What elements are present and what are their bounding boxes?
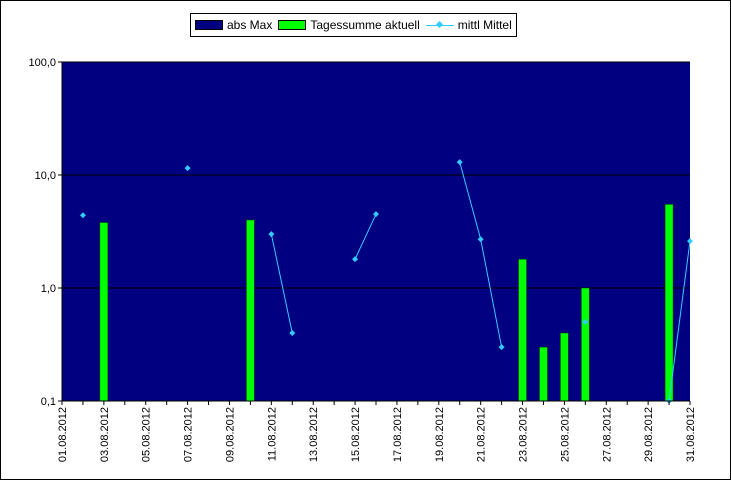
area-series-abs-max [62,62,690,401]
marker-mittl-mittel-25 [582,319,589,326]
marker-mittl-mittel-20 [477,236,484,243]
legend-item-tagessumme: Tagessumme aktuell [278,18,420,32]
x-tick-label-9: 19.08.2012 [434,407,446,462]
bar-tagessumme-9 [246,219,255,402]
bar-tagessumme-25 [581,287,590,402]
marker-mittl-mittel-14 [352,256,359,263]
x-tick-label-11: 23.08.2012 [518,407,530,462]
x-tick-label-0: 01.08.2012 [57,407,69,462]
bar-tagessumme-24 [560,332,569,402]
line-mittl-mittel-segment-1 [354,213,377,260]
x-tick-label-3: 07.08.2012 [183,407,195,462]
marker-mittl-mittel-6 [184,165,191,172]
legend-item-mittl-mittel: mittl Mittel [425,18,512,32]
x-tick-label-8: 17.08.2012 [392,407,404,462]
marker-mittl-mittel-15 [373,211,379,218]
x-tick-label-2: 05.08.2012 [141,407,153,462]
x-tick-label-1: 03.08.2012 [99,407,111,462]
bar-tagessumme-23 [539,346,548,402]
legend-swatch-line [425,20,454,30]
line-mittl-mittel-segment-3 [668,241,691,402]
y-tick-label-0: 0,1 [41,396,56,408]
x-tick-label-15: 31.08.2012 [685,407,697,462]
x-tick-label-5: 11.08.2012 [266,407,278,461]
line-mittl-mittel-segment-0 [270,233,293,334]
marker-mittl-mittel-30 [687,238,693,245]
x-tick-label-4: 09.08.2012 [224,407,236,462]
legend: abs Max Tagessumme aktuell mittl Mittel [190,13,517,37]
x-tick-label-13: 27.08.2012 [601,407,613,462]
x-tick-label-10: 21.08.2012 [476,407,488,462]
y-tick-label-1: 1,0 [41,283,56,295]
marker-mittl-mittel-10 [268,231,275,238]
bar-tagessumme-22 [518,258,527,402]
legend-label-abs-max: abs Max [227,18,273,32]
bar-tagessumme-2 [99,222,109,402]
x-tick-label-7: 15.08.2012 [350,407,362,462]
legend-item-abs-max: abs Max [195,18,272,32]
bar-tagessumme-29 [664,204,674,402]
legend-swatch-area [195,20,223,30]
legend-label-tagessumme: Tagessumme aktuell [310,18,420,32]
x-tick-label-12: 25.08.2012 [559,407,571,462]
y-tick-label-2: 10,0 [35,170,56,182]
x-tick-label-14: 29.08.2012 [643,407,655,462]
legend-swatch-bars [278,20,307,30]
y-tick-label-3: 100,0 [28,57,56,69]
marker-mittl-mittel-19 [456,159,463,166]
x-tick-label-6: 13.08.2012 [308,407,320,462]
marker-mittl-mittel-11 [289,329,296,336]
marker-mittl-mittel-21 [498,344,505,351]
marker-mittl-mittel-1 [79,212,86,219]
legend-label-mittl-mittel: mittl Mittel [457,18,512,32]
